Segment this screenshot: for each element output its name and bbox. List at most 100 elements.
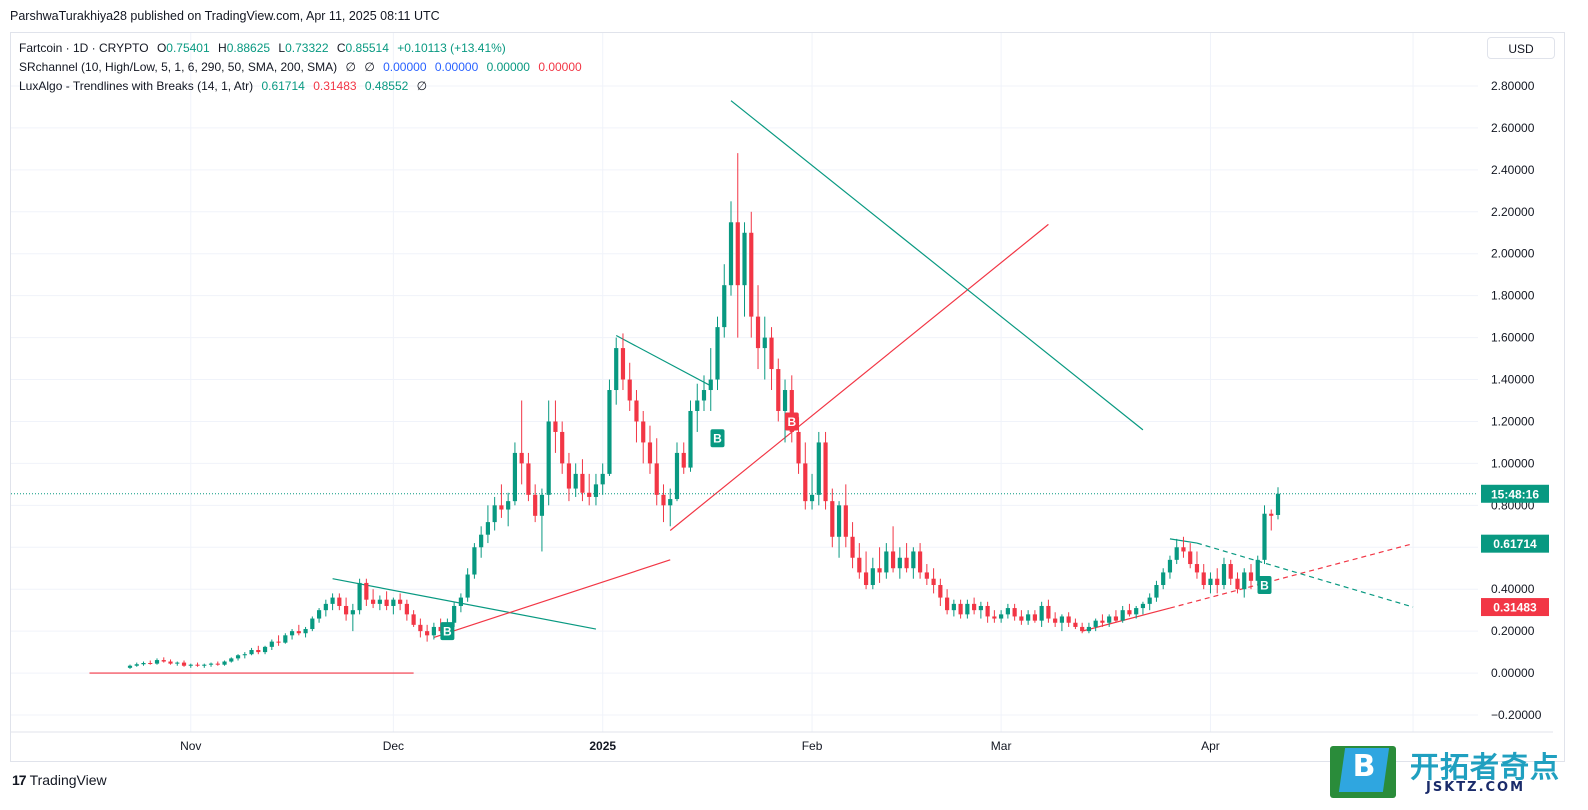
candle [755, 285, 761, 370]
x-tick-label: Mar [991, 739, 1012, 753]
candle [877, 547, 882, 583]
candle [154, 658, 160, 665]
candle [1147, 593, 1152, 611]
candle [533, 484, 538, 523]
candle [458, 593, 463, 613]
watermark-title: 开拓者奇点 [1410, 750, 1561, 784]
y-tick-label: −0.20000 [1491, 708, 1542, 722]
tradingview-logo-icon[interactable]: 17 [12, 772, 27, 788]
footer: 17 TradingView [12, 772, 107, 788]
y-tick-label: 1.20000 [1491, 414, 1535, 428]
candle-body [431, 626, 436, 636]
indicator2-name[interactable]: LuxAlgo - Trendlines with Breaks (14, 1,… [19, 79, 254, 93]
candle [560, 421, 565, 474]
watermark-url: JSKTZ.COM [1426, 780, 1526, 795]
trendline-support-mar [1082, 607, 1171, 632]
candle-body [809, 494, 815, 502]
candle [641, 410, 646, 464]
candle-body [141, 663, 146, 665]
candle-body [485, 522, 490, 535]
candle [411, 610, 416, 627]
candle [553, 400, 558, 453]
trendline-support-dec [433, 559, 671, 638]
candle [391, 597, 396, 615]
candle-body [1039, 605, 1044, 621]
y-tick-label: 1.80000 [1491, 289, 1535, 303]
candle [1100, 614, 1105, 627]
candle [1154, 580, 1159, 602]
candle-body [418, 624, 423, 632]
indicator2-v2: 0.31483 [313, 79, 357, 93]
y-tick-label: 1.60000 [1491, 331, 1535, 345]
candle [809, 473, 815, 510]
candle [614, 337, 619, 405]
candle [1113, 610, 1119, 623]
candle-body [904, 557, 909, 569]
candle-body [634, 400, 639, 422]
candle [202, 663, 207, 668]
candle [776, 358, 781, 422]
candle-body [249, 650, 254, 655]
currency-button[interactable]: USD [1487, 37, 1555, 59]
candle-body [1127, 610, 1132, 615]
x-tick-label: Dec [383, 739, 404, 753]
candle-body [836, 505, 842, 537]
candle [539, 488, 545, 552]
candle [1066, 612, 1071, 627]
candle [1242, 568, 1247, 598]
candle-body [641, 421, 646, 443]
price-label-1-text: 0.31483 [1493, 601, 1537, 615]
candle [1059, 614, 1064, 632]
candle-body [262, 646, 268, 653]
candle [364, 578, 369, 606]
candle [1073, 618, 1078, 630]
candle [715, 316, 720, 391]
candle [1019, 610, 1024, 625]
candle-body [911, 551, 916, 569]
candle-body [553, 421, 558, 432]
candle [276, 635, 281, 646]
candle-body [411, 614, 416, 625]
candle [850, 522, 855, 569]
candle [965, 599, 970, 619]
candle-body [931, 578, 936, 586]
candle-body [195, 664, 200, 666]
candle-body [722, 285, 727, 328]
candle-body [1221, 564, 1227, 586]
candle-body [235, 655, 241, 659]
break-marker: B [710, 429, 725, 448]
indicator1-v4: 0.00000 [538, 60, 582, 74]
candle [607, 379, 612, 476]
candle [350, 603, 355, 632]
candle-body [742, 232, 747, 286]
candle-body [1080, 626, 1085, 632]
chart-frame [10, 32, 1565, 762]
symbol-name[interactable]: Fartcoin · 1D · CRYPTO [19, 41, 149, 55]
candle-body [181, 662, 187, 666]
break-marker-label: B [713, 432, 722, 446]
candle-body [1235, 578, 1240, 590]
trendline-support-jan [669, 223, 1049, 531]
indicator1-v3: 0.00000 [486, 60, 530, 74]
candle-body [269, 641, 274, 647]
candle [357, 578, 362, 615]
close-label: C [336, 41, 346, 55]
price-label-0-text: 0.61714 [1493, 537, 1537, 551]
indicator1-v2: 0.00000 [434, 60, 479, 74]
candle [526, 452, 531, 502]
indicator1-name[interactable]: SRchannel (10, High/Low, 5, 1, 6, 290, 5… [19, 60, 338, 74]
candle [992, 610, 997, 623]
candle [857, 543, 862, 579]
trendline-resistance-peak [730, 100, 1144, 431]
candle [749, 211, 754, 338]
candle [722, 264, 727, 338]
candle-body [357, 582, 362, 611]
candle-body [1242, 572, 1247, 590]
candle [735, 153, 740, 338]
brand-name[interactable]: TradingView [29, 772, 107, 788]
candle-body [661, 494, 666, 506]
candle [404, 599, 409, 621]
break-marker-label: B [443, 625, 452, 639]
candle-body [546, 421, 551, 495]
